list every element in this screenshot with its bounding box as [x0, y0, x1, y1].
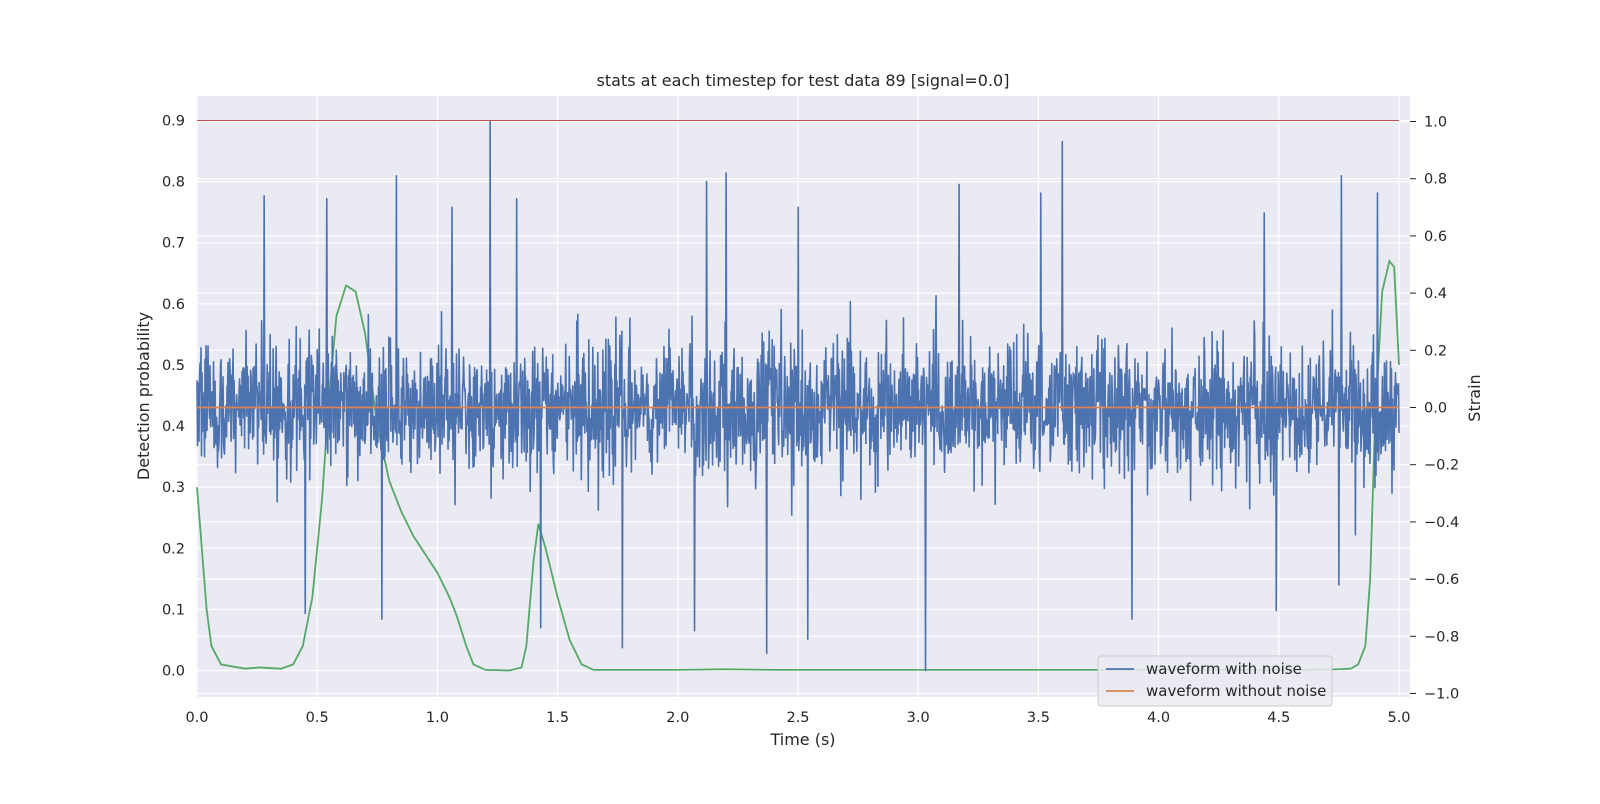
- x-axis-ticks: 0.0 0.5 1.0 1.5 2.0 2.5 3.0 3.5 4.0 4.5 5.0: [185, 710, 1410, 726]
- right-y-tick-label: 0.4: [1424, 286, 1447, 302]
- x-tick-label: 0.0: [185, 710, 208, 726]
- right-y-tick-label: −0.2: [1424, 458, 1459, 474]
- x-tick-label: 2.5: [786, 710, 809, 726]
- x-axis-label: Time (s): [769, 730, 835, 749]
- x-tick-label: 3.5: [1027, 710, 1050, 726]
- legend-label-with-noise: waveform with noise: [1146, 660, 1302, 678]
- x-tick-label: 2.0: [666, 710, 689, 726]
- right-axis-ticks: 1.0 0.8 0.6 0.4 0.2 0.0 −0.2 −0.4 −0.6 −0.8 −1.0: [1410, 115, 1459, 703]
- left-y-tick-label: 0.5: [162, 358, 185, 374]
- x-tick-label: 4.5: [1267, 710, 1290, 726]
- left-y-tick-label: 0.2: [162, 541, 185, 557]
- legend-label-without-noise: waveform without noise: [1146, 682, 1326, 700]
- x-tick-label: 5.0: [1387, 710, 1410, 726]
- series-detection-probability: [196, 259, 1400, 672]
- left-y-tick-label: 0.3: [162, 480, 185, 496]
- left-y-tick-label: 0.1: [162, 602, 185, 618]
- left-y-tick-label: 0.4: [162, 419, 185, 435]
- left-axis-ticks: 0.0 0.1 0.2 0.3 0.4 0.5 0.6 0.7 0.8 0.9: [162, 114, 185, 680]
- left-y-tick-label: 0.8: [162, 175, 185, 191]
- left-y-tick-label: 0.0: [162, 664, 185, 680]
- left-y-tick-label: 0.6: [162, 297, 185, 313]
- right-y-tick-label: 0.2: [1424, 343, 1447, 359]
- right-y-tick-label: 0.0: [1424, 401, 1447, 417]
- x-tick-label: 4.0: [1147, 710, 1170, 726]
- legend-box: [1097, 655, 1333, 707]
- left-y-tick-label: 0.9: [162, 114, 185, 130]
- right-axis-label: Strain: [1465, 374, 1484, 421]
- chart-title: stats at each timestep for test data 89 …: [597, 71, 1010, 90]
- right-y-tick-label: −0.8: [1424, 629, 1459, 645]
- x-tick-label: 1.5: [546, 710, 569, 726]
- left-y-tick-label: 0.7: [162, 236, 185, 252]
- right-y-tick-label: −1.0: [1424, 687, 1459, 703]
- series-layer: [196, 120, 1400, 672]
- x-tick-label: 1.0: [426, 710, 449, 726]
- x-tick-label: 0.5: [306, 710, 329, 726]
- series-waveform-with-noise: [196, 120, 1400, 672]
- left-axis-label: Detection probability: [134, 312, 153, 480]
- right-y-tick-label: −0.6: [1424, 572, 1459, 588]
- legend: waveform with noise waveform without noi…: [1097, 655, 1333, 707]
- x-tick-label: 3.0: [907, 710, 930, 726]
- right-y-tick-label: 0.6: [1424, 229, 1447, 245]
- right-y-tick-label: 0.8: [1424, 172, 1447, 188]
- right-y-tick-label: −0.4: [1424, 515, 1459, 531]
- right-y-tick-label: 1.0: [1424, 115, 1447, 131]
